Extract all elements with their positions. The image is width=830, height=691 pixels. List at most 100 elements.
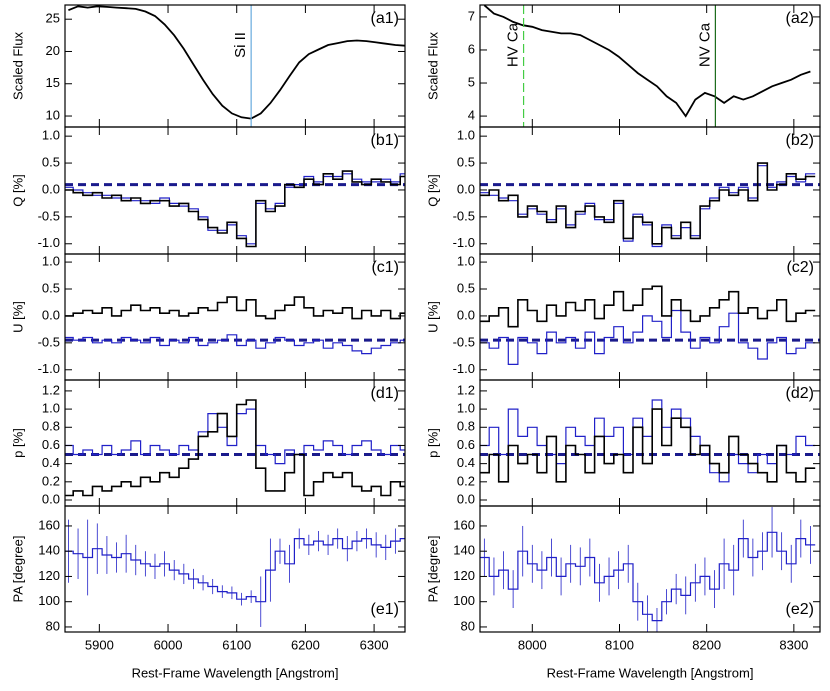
y-tick-label: 1.0	[42, 401, 60, 416]
y-tick-label: 0.5	[42, 280, 60, 295]
y-tick-label: 1.2	[457, 382, 475, 397]
y-tick-label: -1.0	[453, 235, 475, 250]
axes-frame	[479, 253, 821, 381]
plot-area	[65, 399, 405, 497]
y-tick-label: 140	[453, 543, 475, 558]
y-tick-label: 25	[46, 11, 60, 26]
x-tick-label: 6100	[222, 637, 251, 652]
annotation-text: NV Ca	[696, 22, 713, 67]
panel-label: (b1)	[371, 132, 399, 149]
axes-frame	[64, 505, 406, 633]
axes-frame	[479, 379, 821, 507]
y-tick-label: -1.0	[38, 361, 60, 376]
annotation-text: Si II	[232, 32, 249, 58]
y-tick-label: 6	[468, 41, 475, 56]
x-axis-label: Rest-Frame Wavelength [Angstrom]	[547, 665, 754, 680]
x-tick-label: 8100	[605, 637, 634, 652]
x-tick-label: 8300	[779, 637, 808, 652]
y-tick-label: 0.2	[42, 473, 60, 488]
panel-label: (a2)	[786, 10, 814, 27]
step-line	[65, 170, 405, 248]
panel-label: (c2)	[786, 259, 814, 276]
step-line	[480, 399, 816, 483]
y-tick-label: -0.5	[453, 208, 475, 223]
y-tick-label: -1.0	[38, 235, 60, 250]
y-tick-label: 0.5	[457, 280, 475, 295]
plot-area	[65, 519, 405, 627]
y-tick-label: 1.0	[457, 128, 475, 143]
y-axis-label: U [%]	[425, 301, 440, 333]
plot-area	[480, 507, 816, 632]
x-tick-label: 5900	[85, 637, 114, 652]
plot-area	[480, 399, 820, 483]
y-tick-label: 0.2	[457, 473, 475, 488]
y-tick-label: 1.0	[457, 401, 475, 416]
y-tick-label: 80	[461, 618, 475, 633]
y-tick-label: 0.0	[42, 307, 60, 322]
y-tick-label: 140	[38, 543, 60, 558]
y-tick-label: 0.6	[42, 437, 60, 452]
y-axis-label: U [%]	[10, 301, 25, 333]
annotation-text: HV Ca	[505, 22, 522, 67]
panel-label: (e2)	[786, 601, 814, 618]
step-line	[65, 538, 405, 603]
step-line	[65, 296, 405, 320]
panel-label: (d2)	[786, 385, 814, 402]
step-line	[65, 334, 405, 355]
y-tick-label: 0.4	[42, 455, 60, 470]
y-tick-label: 1.0	[42, 254, 60, 269]
x-tick-label: 8200	[692, 637, 721, 652]
y-tick-label: 100	[38, 593, 60, 608]
y-tick-label: 0.6	[457, 437, 475, 452]
y-axis-label: PA [degree]	[10, 536, 25, 603]
x-tick-label: 6000	[154, 637, 183, 652]
axes-frame	[479, 505, 821, 633]
panel-label: (d1)	[371, 385, 399, 402]
y-tick-label: 1.0	[457, 254, 475, 269]
x-axis-label: Rest-Frame Wavelength [Angstrom]	[132, 665, 339, 680]
plot-area	[480, 285, 820, 365]
y-tick-label: 80	[46, 618, 60, 633]
axes-frame	[64, 253, 406, 381]
y-tick-label: 100	[453, 593, 475, 608]
y-tick-label: -0.5	[38, 334, 60, 349]
y-tick-label: 0.0	[42, 491, 60, 506]
x-tick-label: 8000	[518, 637, 547, 652]
y-tick-label: 20	[46, 43, 60, 58]
panel-label: (e1)	[371, 601, 399, 618]
y-tick-label: 0.0	[42, 181, 60, 196]
y-axis-label: p [%]	[425, 428, 440, 458]
plot-area	[483, 5, 811, 118]
step-line	[480, 162, 816, 245]
step-line	[480, 285, 816, 328]
y-tick-label: 0.0	[457, 491, 475, 506]
y-tick-label: 160	[38, 517, 60, 532]
x-tick-label: 6200	[291, 637, 320, 652]
y-tick-label: 120	[38, 568, 60, 583]
plot-area	[68, 5, 405, 120]
panel-label: (a1)	[371, 10, 399, 27]
step-line	[480, 309, 816, 365]
step-line	[480, 531, 816, 622]
axes-frame	[479, 4, 821, 128]
y-tick-label: -1.0	[453, 361, 475, 376]
panel-label: (b2)	[786, 132, 814, 149]
y-tick-label: 1.0	[42, 128, 60, 143]
axes-frame	[64, 4, 406, 128]
y-tick-label: 1.2	[42, 382, 60, 397]
y-tick-label: 10	[46, 107, 60, 122]
y-axis-label: Q [%]	[425, 174, 440, 207]
flux-line	[483, 5, 811, 118]
flux-line	[68, 5, 405, 120]
y-tick-label: 0.8	[42, 419, 60, 434]
y-axis-label: p [%]	[10, 428, 25, 458]
panel-label: (c1)	[371, 259, 399, 276]
plot-area	[65, 170, 405, 248]
y-tick-label: 160	[453, 517, 475, 532]
x-tick-label: 6300	[360, 637, 389, 652]
y-tick-label: 0.5	[457, 154, 475, 169]
y-tick-label: 0.4	[457, 455, 475, 470]
y-tick-label: 15	[46, 75, 60, 90]
step-line	[65, 399, 405, 497]
